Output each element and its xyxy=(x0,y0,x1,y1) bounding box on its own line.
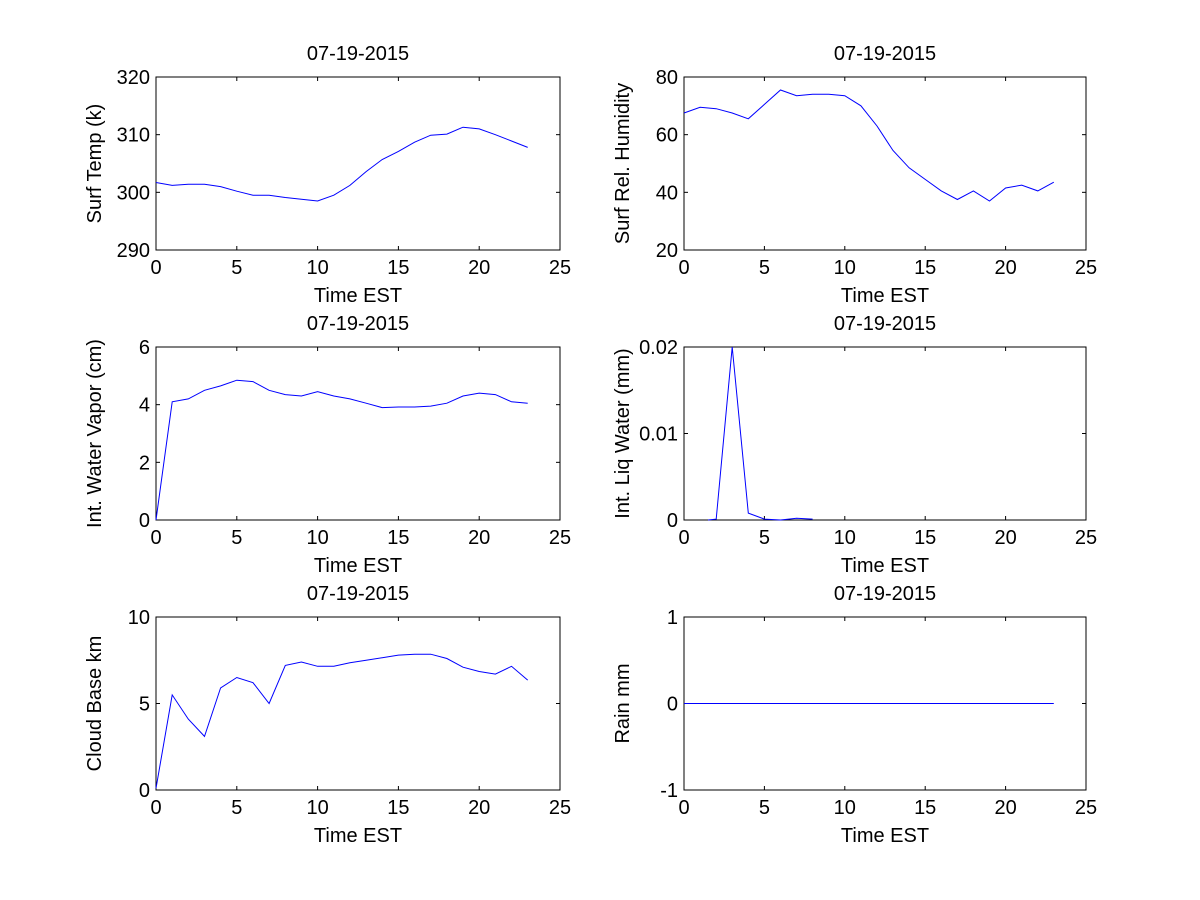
axes-frame xyxy=(155,616,561,791)
y-tick-label: 60 xyxy=(656,125,678,147)
x-tick-label: 5 xyxy=(759,797,770,819)
x-tick-label: 5 xyxy=(759,257,770,279)
plot-title: 07-19-2015 xyxy=(307,43,409,65)
x-axis-label: Time EST xyxy=(314,825,402,847)
x-tick-label: 15 xyxy=(387,797,409,819)
plot-title: 07-19-2015 xyxy=(834,583,936,605)
y-axis-label: Surf Rel. Humidity xyxy=(612,83,634,244)
series-line xyxy=(683,89,1055,202)
axes-frame xyxy=(155,76,561,251)
x-tick-label: 10 xyxy=(834,527,856,549)
x-tick-label: 20 xyxy=(468,797,490,819)
y-axis-label: Int. Liq Water (mm) xyxy=(612,348,634,518)
x-tick-label: 20 xyxy=(994,257,1016,279)
y-tick-label: 310 xyxy=(117,125,150,147)
y-tick-label: 10 xyxy=(128,607,150,629)
x-tick-label: 5 xyxy=(231,527,242,549)
y-tick-label: 1 xyxy=(667,607,678,629)
plot-title: 07-19-2015 xyxy=(834,313,936,335)
x-tick-label: 20 xyxy=(468,527,490,549)
y-tick-label: 80 xyxy=(656,67,678,89)
subplot-2: 07-19-2015 0 5 10 15 20 25 20 40 60 80 Time EST Surf… xyxy=(612,43,1097,307)
y-tick-label: 300 xyxy=(117,182,150,204)
subplot-4: 07-19-2015 0 5 10 15 20 25 0 0.01 0.02 Time EST Int… xyxy=(612,313,1097,577)
y-tick-label: 0 xyxy=(139,510,150,532)
x-axis-label: Time EST xyxy=(841,555,929,577)
x-tick-label: 25 xyxy=(549,257,571,279)
x-tick-label: 25 xyxy=(1075,257,1097,279)
y-tick-label: 40 xyxy=(656,182,678,204)
axes-frame xyxy=(683,346,1087,521)
series-line xyxy=(155,126,528,202)
x-tick-label: 25 xyxy=(1075,797,1097,819)
subplot-5: 07-19-2015 0 5 10 15 20 25 0 5 10 Time EST Cloud Ba… xyxy=(84,583,571,847)
x-axis-label: Time EST xyxy=(841,285,929,307)
x-tick-label: 25 xyxy=(549,797,571,819)
y-tick-label: 0.01 xyxy=(639,424,678,446)
x-tick-label: 0 xyxy=(150,527,161,549)
x-tick-label: 0 xyxy=(150,797,161,819)
x-tick-label: 10 xyxy=(306,527,328,549)
subplot-1: 07-19-2015 0 5 10 15 20 25 290 300 310 320 Time EST… xyxy=(84,43,571,307)
x-tick-label: 25 xyxy=(549,527,571,549)
x-tick-label: 0 xyxy=(678,257,689,279)
x-tick-label: 5 xyxy=(759,527,770,549)
y-axis-label: Cloud Base km xyxy=(84,636,106,772)
x-tick-label: 20 xyxy=(994,527,1016,549)
x-tick-label: 15 xyxy=(914,527,936,549)
y-axis-label: Surf Temp (k) xyxy=(84,104,106,224)
x-tick-label: 20 xyxy=(994,797,1016,819)
x-tick-label: 10 xyxy=(306,257,328,279)
series-line xyxy=(155,653,529,789)
x-axis-label: Time EST xyxy=(314,285,402,307)
y-tick-label: 0 xyxy=(139,780,150,802)
x-tick-label: 5 xyxy=(231,797,242,819)
subplot-3: 07-19-2015 0 5 10 15 20 25 0 2 4 6 Time EST Int. Wat… xyxy=(84,313,571,577)
x-tick-label: 15 xyxy=(387,527,409,549)
axes-frame xyxy=(155,346,561,521)
x-tick-label: 20 xyxy=(468,257,490,279)
x-tick-label: 15 xyxy=(914,797,936,819)
axes-frame xyxy=(683,76,1087,251)
x-tick-label: 10 xyxy=(306,797,328,819)
plot-title: 07-19-2015 xyxy=(834,43,936,65)
series-line xyxy=(708,346,813,521)
x-tick-label: 15 xyxy=(914,257,936,279)
y-tick-label: 290 xyxy=(117,240,150,262)
x-tick-label: 10 xyxy=(834,257,856,279)
y-tick-label: 5 xyxy=(139,694,150,716)
y-tick-label: 0 xyxy=(667,694,678,716)
x-tick-label: 10 xyxy=(834,797,856,819)
y-tick-label: 20 xyxy=(656,240,678,262)
y-tick-label: 0.02 xyxy=(639,337,678,359)
y-tick-label: 320 xyxy=(117,67,150,89)
x-tick-label: 0 xyxy=(678,797,689,819)
y-tick-label: 6 xyxy=(139,337,150,359)
series-line xyxy=(155,379,528,521)
y-axis-label: Int. Water Vapor (cm) xyxy=(84,339,106,528)
x-tick-label: 0 xyxy=(150,257,161,279)
x-tick-label: 0 xyxy=(678,527,689,549)
y-tick-label: 0 xyxy=(667,510,678,532)
x-axis-label: Time EST xyxy=(841,825,929,847)
x-tick-label: 5 xyxy=(231,257,242,279)
y-tick-label: 4 xyxy=(139,395,150,417)
plot-title: 07-19-2015 xyxy=(307,313,409,335)
y-tick-label: -1 xyxy=(660,780,678,802)
plot-title: 07-19-2015 xyxy=(307,583,409,605)
x-axis-label: Time EST xyxy=(314,555,402,577)
y-axis-label: Rain mm xyxy=(612,663,634,743)
x-tick-label: 15 xyxy=(387,257,409,279)
y-tick-label: 2 xyxy=(139,452,150,474)
x-tick-label: 25 xyxy=(1075,527,1097,549)
